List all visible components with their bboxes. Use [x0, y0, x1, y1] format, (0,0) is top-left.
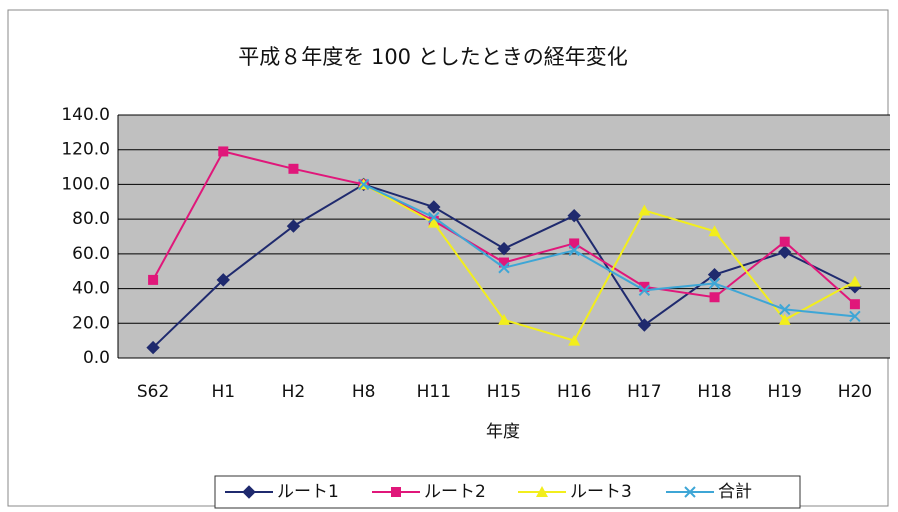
marker — [779, 236, 790, 247]
marker — [391, 487, 401, 497]
x-tick-label: H8 — [352, 382, 376, 402]
x-tick-label: H2 — [282, 382, 306, 402]
marker — [638, 204, 651, 216]
marker — [218, 146, 229, 157]
marker — [286, 219, 301, 233]
marker — [849, 299, 860, 310]
marker — [148, 274, 159, 285]
y-tick-label: 140.0 — [61, 105, 110, 125]
marker — [684, 486, 696, 498]
y-tick-label: 0.0 — [83, 348, 110, 368]
x-tick-label: H16 — [557, 382, 591, 402]
legend-label: ルート1 — [277, 482, 339, 502]
y-tick-label: 60.0 — [72, 244, 110, 264]
marker — [637, 318, 652, 332]
y-tick-label: 120.0 — [61, 140, 110, 160]
legend-label: ルート3 — [570, 482, 632, 502]
marker — [568, 334, 581, 346]
marker — [427, 200, 441, 214]
marker — [567, 208, 581, 223]
marker — [639, 281, 650, 292]
y-tick-label: 20.0 — [72, 313, 110, 333]
marker — [498, 313, 510, 325]
marker — [242, 485, 256, 499]
series-line — [363, 183, 856, 318]
marker — [357, 178, 370, 191]
marker — [848, 275, 861, 287]
x-tick-label: H19 — [768, 382, 802, 402]
x-tick-label: H11 — [417, 382, 451, 402]
marker — [707, 267, 722, 282]
chart-title: 平成８年度を 100 としたときの経年変化 — [238, 45, 627, 69]
x-tick-label: H18 — [697, 382, 731, 402]
marker — [216, 273, 230, 287]
marker — [779, 303, 791, 316]
marker — [498, 262, 510, 274]
marker — [708, 277, 721, 290]
marker — [638, 284, 651, 297]
y-tick-label: 100.0 — [61, 174, 110, 194]
x-tick-label: H20 — [838, 382, 872, 402]
marker — [427, 216, 440, 228]
x-tick-label: H1 — [211, 382, 235, 402]
y-tick-label: 80.0 — [72, 209, 110, 229]
marker — [778, 245, 792, 259]
x-axis-label: 年度 — [486, 422, 520, 442]
marker — [536, 486, 548, 497]
marker — [428, 211, 440, 224]
x-tick-label: H17 — [627, 382, 661, 402]
legend-label: 合計 — [718, 482, 752, 502]
marker — [497, 241, 511, 256]
marker — [288, 163, 299, 174]
marker — [708, 225, 721, 237]
marker — [569, 238, 580, 249]
legend-label: ルート2 — [424, 482, 486, 502]
y-tick-label: 40.0 — [72, 279, 110, 299]
marker — [568, 244, 580, 257]
marker — [709, 292, 720, 303]
marker — [146, 340, 160, 355]
marker — [778, 313, 791, 325]
marker — [849, 310, 861, 323]
marker — [499, 257, 509, 268]
x-tick-label: H15 — [487, 382, 521, 402]
x-tick-label: S62 — [137, 382, 169, 402]
